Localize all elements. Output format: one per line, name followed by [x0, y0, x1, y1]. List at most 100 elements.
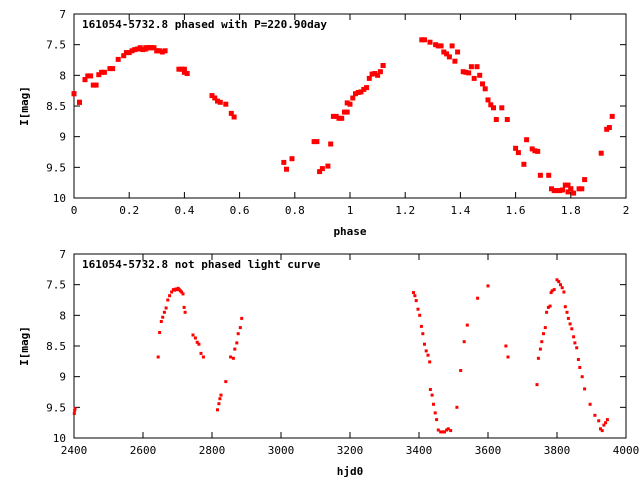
data-point [233, 347, 237, 351]
data-point [423, 342, 426, 346]
data-point [416, 307, 420, 311]
data-point [597, 419, 601, 423]
data-point [428, 388, 432, 391]
x-tick-label: 4000 [613, 444, 640, 457]
data-point [540, 340, 544, 344]
data-point [535, 383, 539, 387]
y-tick-label: 9 [59, 131, 66, 144]
data-point [549, 186, 554, 192]
data-point [486, 284, 490, 288]
data-point [281, 159, 287, 165]
x-tick-label: 1.8 [561, 204, 581, 217]
data-point [445, 428, 449, 432]
x-tick-label: 2 [623, 204, 630, 217]
data-point [572, 335, 576, 339]
data-point [441, 430, 445, 434]
data-point [164, 306, 168, 310]
y-tick-label: 9.5 [46, 161, 66, 174]
data-point [605, 418, 609, 422]
chart-title: 161054-5732.8 not phased light curve [82, 258, 321, 271]
data-point [550, 289, 554, 293]
data-point [88, 73, 94, 79]
data-point [85, 73, 91, 79]
data-point [350, 95, 356, 101]
data-point [537, 172, 543, 178]
data-point [455, 405, 459, 409]
data-point [549, 291, 553, 295]
y-tick-label: 9.5 [46, 401, 66, 414]
data-point [217, 402, 221, 406]
data-point [555, 278, 559, 282]
data-point [488, 102, 494, 108]
data-point [181, 69, 187, 75]
data-point [491, 105, 496, 111]
x-tick-label: 1.2 [395, 204, 415, 217]
data-point [231, 356, 235, 360]
data-point [195, 340, 199, 344]
data-point [524, 137, 530, 143]
y-tick-label: 8.5 [46, 100, 66, 113]
data-point [325, 163, 331, 169]
data-point [412, 291, 415, 295]
data-point [462, 340, 466, 344]
data-point [504, 344, 508, 348]
data-point [336, 115, 342, 121]
data-point [73, 408, 77, 412]
data-point [602, 423, 606, 427]
data-point [216, 408, 219, 412]
data-point [532, 148, 538, 154]
data-point [562, 290, 566, 294]
data-point [344, 109, 350, 115]
data-point [238, 326, 242, 330]
data-point [132, 47, 138, 53]
data-point [433, 42, 439, 48]
data-point [176, 66, 182, 72]
data-point [182, 305, 186, 309]
data-point [413, 294, 417, 298]
data-point [311, 139, 317, 145]
data-point [179, 66, 185, 72]
data-point [463, 69, 469, 75]
data-point [466, 70, 472, 76]
data-point [159, 320, 163, 323]
x-tick-label: 3600 [475, 444, 502, 457]
y-tick-label: 7.5 [46, 279, 66, 292]
data-point [529, 146, 535, 152]
data-point [355, 90, 361, 95]
data-point [449, 429, 453, 433]
data-point [342, 109, 347, 115]
data-point [422, 37, 427, 43]
y-tick-label: 8 [59, 69, 66, 82]
data-point [240, 316, 244, 320]
data-point [344, 100, 350, 106]
data-point [480, 81, 485, 87]
data-point [215, 98, 220, 104]
data-point [319, 166, 325, 172]
data-point [353, 91, 358, 97]
data-point [156, 355, 160, 359]
data-point [101, 69, 107, 75]
data-point [71, 91, 77, 97]
data-point [426, 353, 430, 357]
data-point [545, 310, 549, 314]
data-point [159, 49, 165, 55]
data-point [441, 49, 447, 55]
y-tick-label: 7.5 [46, 39, 66, 52]
data-point [485, 97, 491, 103]
data-point [236, 332, 240, 336]
data-point [593, 413, 597, 417]
data-point [73, 407, 77, 411]
data-point [438, 43, 444, 49]
data-point [218, 397, 222, 401]
data-point [439, 430, 443, 434]
x-tick-label: 0.6 [230, 204, 250, 217]
x-tick-label: 3400 [406, 444, 433, 457]
data-point [571, 190, 577, 196]
data-point [598, 150, 604, 156]
data-point [578, 366, 582, 369]
data-point [557, 280, 561, 284]
data-point [575, 346, 579, 350]
x-tick-label: 0 [71, 204, 78, 217]
x-tick-label: 1.4 [450, 204, 470, 217]
